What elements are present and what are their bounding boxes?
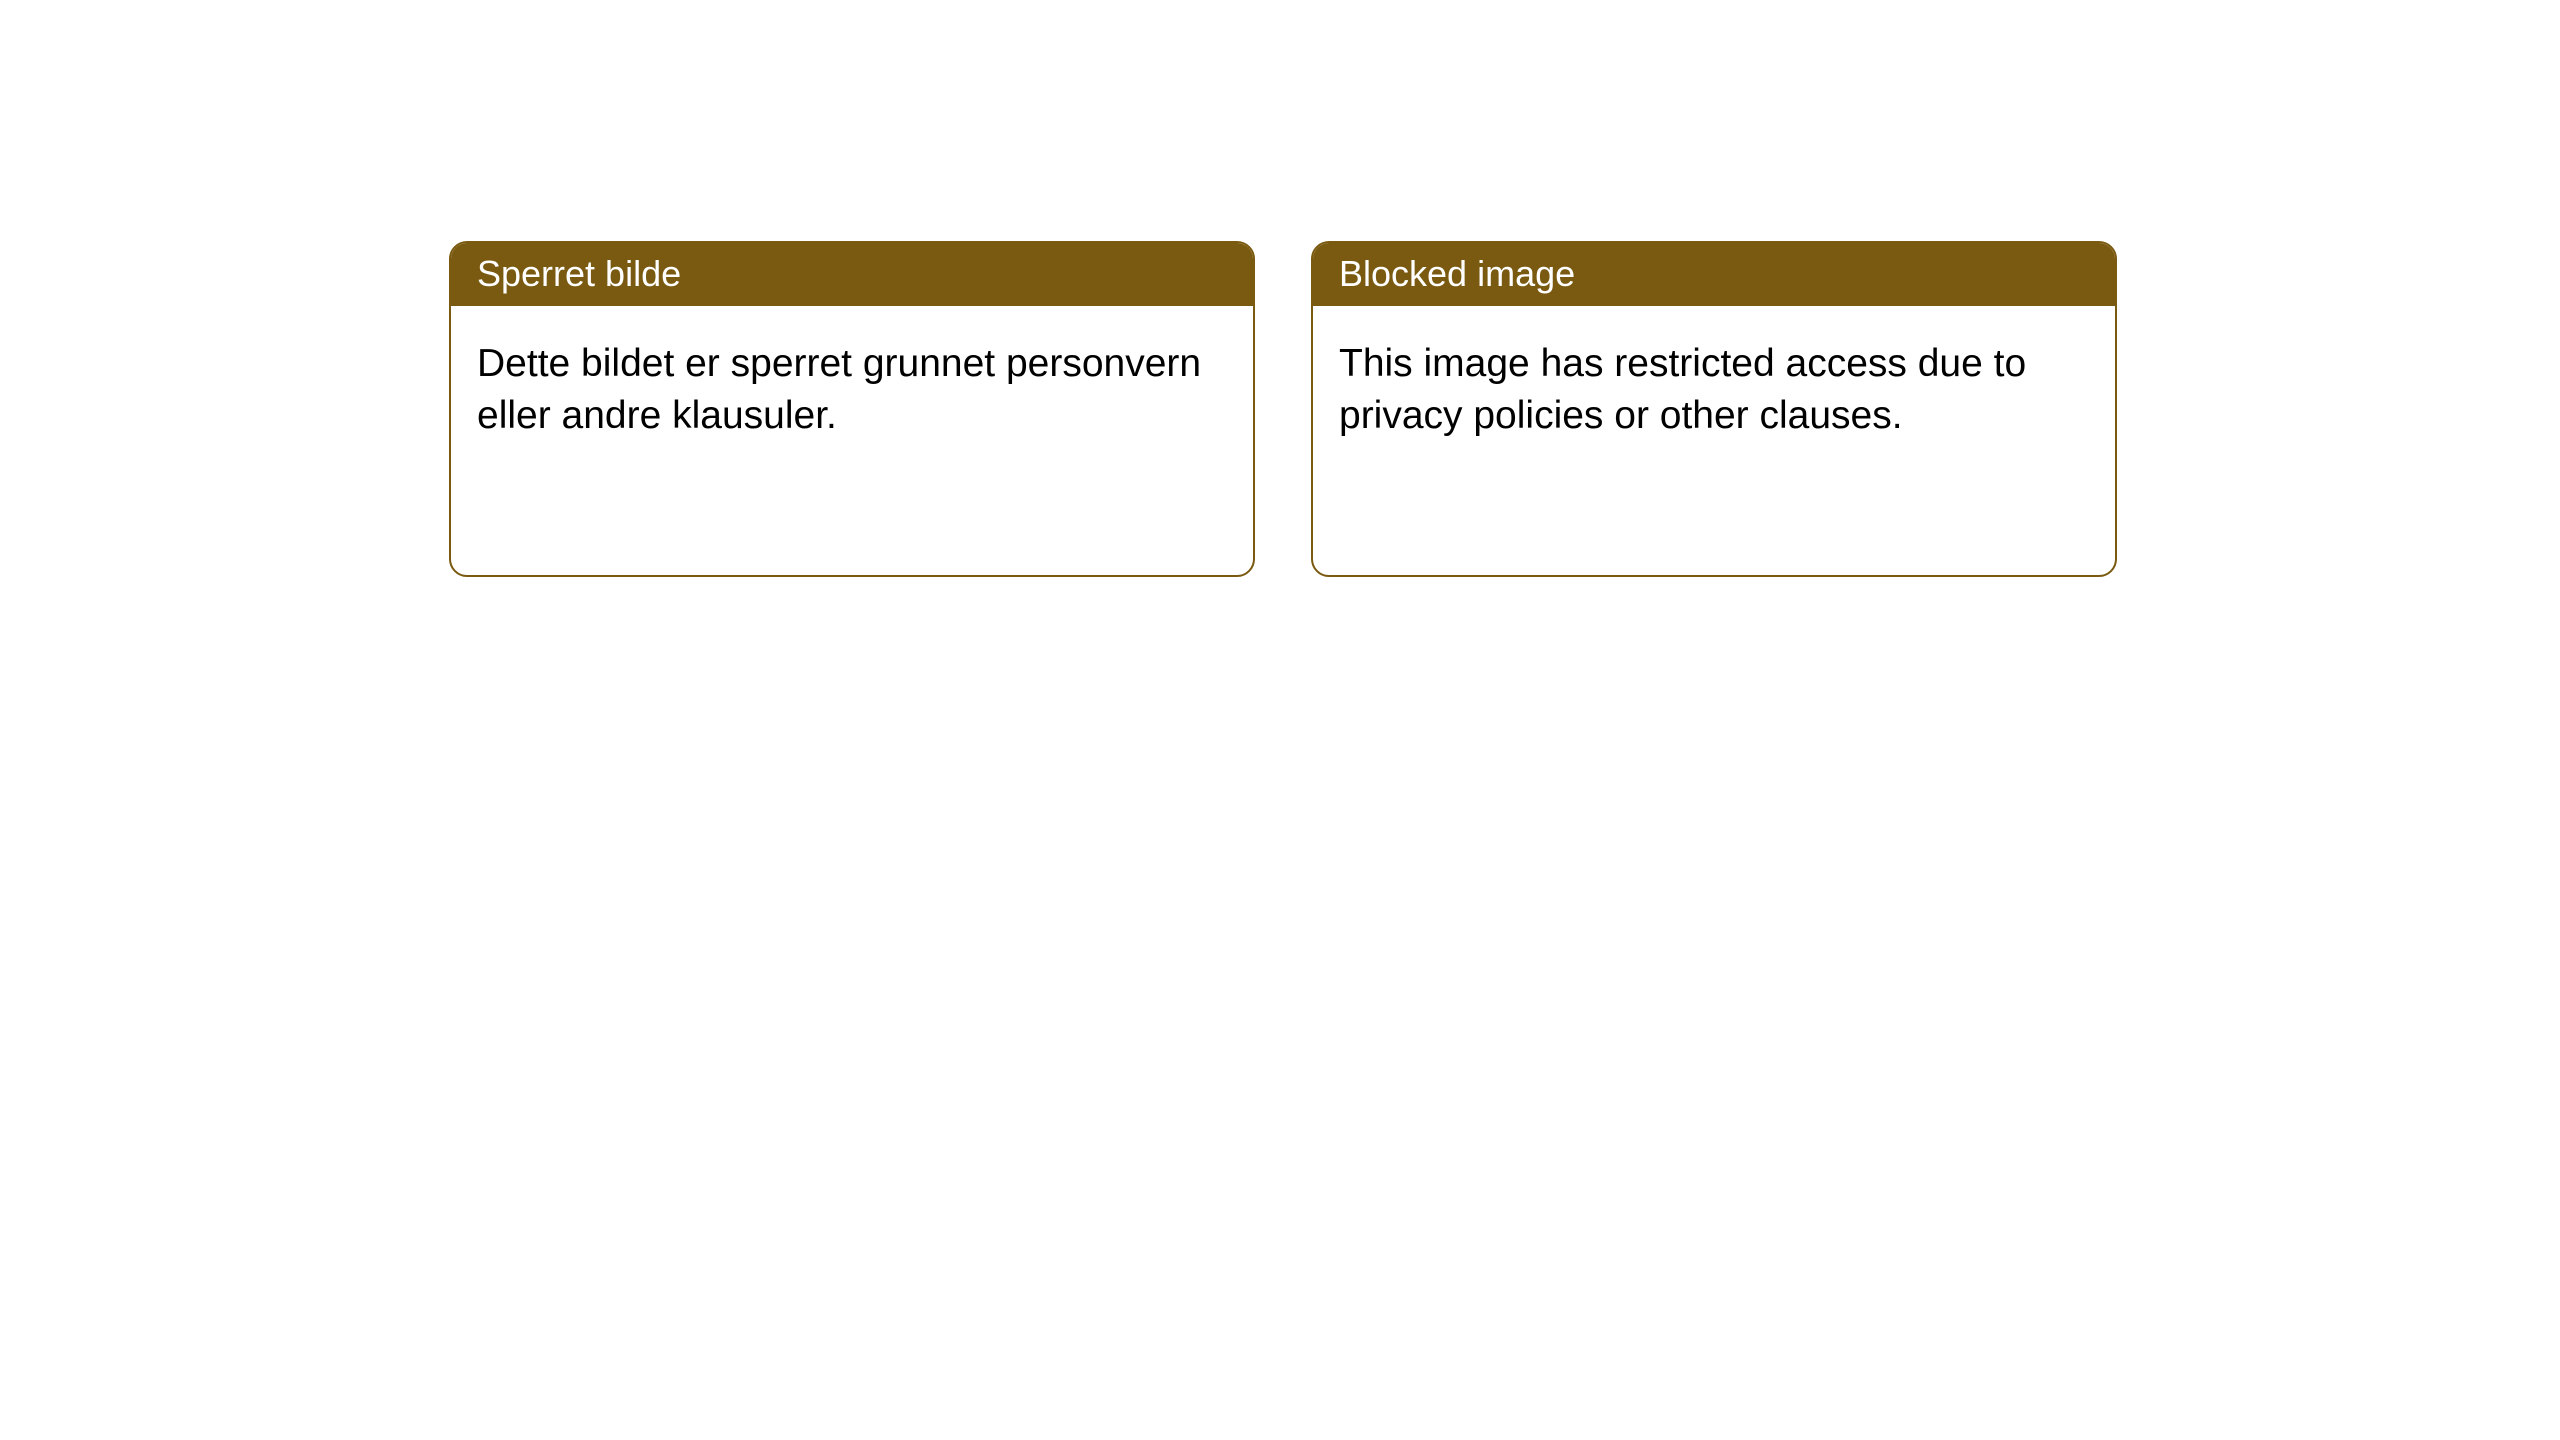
- notice-container: Sperret bilde Dette bildet er sperret gr…: [0, 0, 2560, 577]
- notice-header: Sperret bilde: [451, 243, 1253, 306]
- notice-body: Dette bildet er sperret grunnet personve…: [451, 306, 1253, 462]
- notice-header: Blocked image: [1313, 243, 2115, 306]
- notice-box-norwegian: Sperret bilde Dette bildet er sperret gr…: [449, 241, 1255, 577]
- notice-body: This image has restricted access due to …: [1313, 306, 2115, 462]
- notice-box-english: Blocked image This image has restricted …: [1311, 241, 2117, 577]
